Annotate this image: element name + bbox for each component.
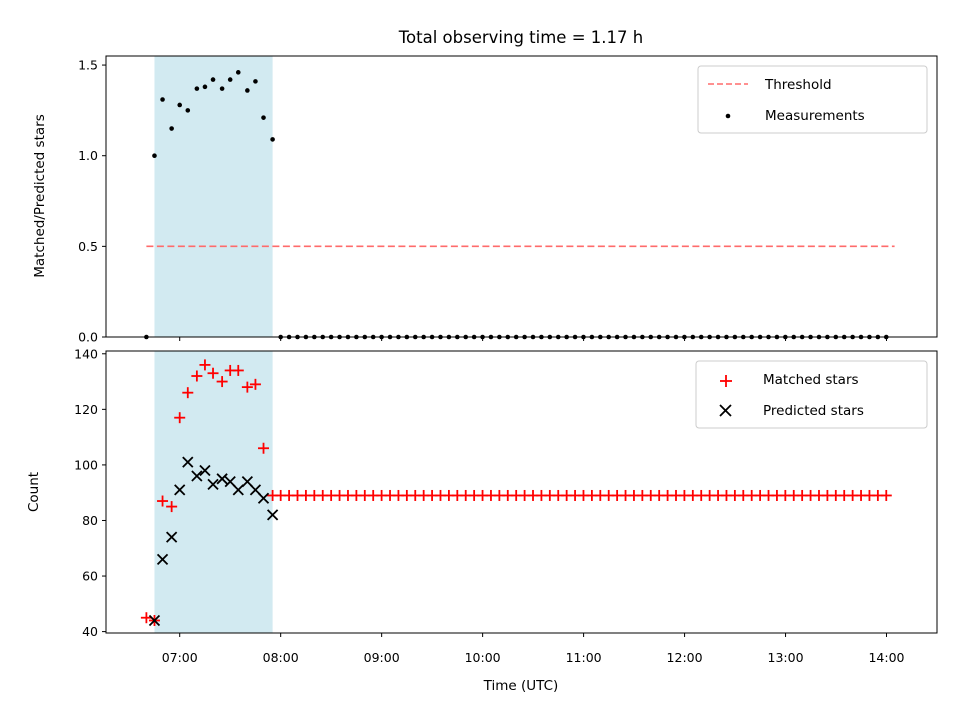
x-tick-label: 09:00 <box>364 650 400 665</box>
matched-star-point <box>174 412 186 424</box>
matched-star-point <box>191 370 203 382</box>
bottom-shaded-region <box>154 351 273 633</box>
matched-star-point <box>207 367 219 379</box>
predicted-star-point <box>207 478 219 490</box>
matched-star-point <box>182 387 194 399</box>
bottom-panel: 40 60 80 100 120 140 07:00 08:00 09:00 10:00 11:0… <box>26 346 938 694</box>
measurement-point <box>270 137 275 142</box>
top-y-axis-ticks: 0.0 0.5 1.0 1.5 <box>78 58 106 345</box>
matched-star-point <box>216 376 228 388</box>
matched-star-point <box>258 442 270 454</box>
top-shaded-band <box>154 56 273 337</box>
x-axis-label: Time (UTC) <box>483 678 559 694</box>
predicted-star-point <box>257 492 270 504</box>
predicted-stars-legend-label: Predicted stars <box>763 403 864 419</box>
predicted-star-point <box>174 484 186 496</box>
x-tick-label: 14:00 <box>868 650 904 665</box>
bottom-y-tick-label: 40 <box>82 624 98 639</box>
matched-star-point <box>140 612 152 624</box>
predicted-star-point <box>191 470 203 482</box>
top-y-axis-label: Matched/Predicted stars <box>32 114 48 277</box>
measurement-point <box>253 79 258 84</box>
bottom-y-tick-label: 100 <box>74 457 98 472</box>
top-shaded-region <box>154 56 273 337</box>
bottom-shaded-band <box>154 351 273 633</box>
matched-star-point <box>199 359 211 371</box>
matched-stars-legend-swatch <box>720 375 732 387</box>
matched-star-point <box>241 381 253 393</box>
x-tick-label: 10:00 <box>465 650 501 665</box>
measurements-legend-swatch <box>725 113 731 119</box>
top-y-tick-label: 1.5 <box>78 58 98 73</box>
measurement-point <box>202 84 208 90</box>
top-y-tick-label: 0.0 <box>78 330 98 345</box>
x-tick-label: 12:00 <box>667 650 703 665</box>
predicted-stars-series <box>148 456 279 627</box>
x-tick-label: 08:00 <box>263 650 299 665</box>
matched-star-point <box>232 364 244 376</box>
measurement-point <box>261 115 266 120</box>
predicted-star-point <box>199 464 211 477</box>
top-y-tick-label: 0.5 <box>78 239 98 254</box>
bottom-y-tick-label: 80 <box>82 513 98 528</box>
measurement-point <box>160 97 165 102</box>
x-tick-label: 07:00 <box>162 650 198 665</box>
top-panel: 0.0 0.5 1.0 1.5 Matched/Predicted stars Thr… <box>32 55 938 345</box>
measurements-legend-label: Measurements <box>765 108 865 124</box>
matched-stars-series <box>140 359 892 626</box>
threshold-legend-label: Threshold <box>764 77 832 93</box>
chart-title: Total observing time = 1.17 h <box>398 28 643 47</box>
predicted-star-point <box>148 614 161 627</box>
x-tick-label: 13:00 <box>768 650 804 665</box>
bottom-legend: Matched stars Predicted stars <box>695 360 928 429</box>
predicted-star-point <box>232 484 244 496</box>
predicted-star-point <box>165 531 178 543</box>
measurement-point <box>235 70 241 75</box>
measurement-point <box>219 86 225 91</box>
matched-star-point <box>249 378 261 390</box>
measurement-point <box>152 153 157 159</box>
measurement-point <box>210 77 216 82</box>
measurement-point <box>194 86 200 91</box>
bottom-y-tick-label: 60 <box>82 569 98 584</box>
bottom-plot-frame <box>105 350 938 634</box>
top-y-tick-label: 1.0 <box>78 148 98 163</box>
bottom-y-tick-label: 140 <box>74 346 98 361</box>
bottom-legend-box <box>695 360 928 429</box>
measurement-point <box>169 126 174 131</box>
matched-stars-legend-label: Matched stars <box>763 372 859 388</box>
matched-star-point <box>880 489 892 501</box>
bottom-x-axis-ticks: 07:00 08:00 09:00 10:00 11:00 12:00 13:00 14:00 <box>162 633 905 665</box>
bottom-y-tick-label: 120 <box>74 402 98 417</box>
predicted-star-point <box>156 553 169 566</box>
matched-star-point <box>166 501 178 513</box>
top-x-axis-ticks <box>179 337 888 341</box>
bottom-y-axis-ticks: 40 60 80 100 120 140 <box>74 346 106 639</box>
measurement-point <box>177 102 183 108</box>
matched-star-point <box>157 495 169 507</box>
predicted-star-point <box>216 473 228 485</box>
measurement-point <box>227 77 233 82</box>
measurement-point <box>245 88 250 93</box>
measurement-point <box>185 108 191 113</box>
top-legend-box <box>697 65 928 134</box>
x-tick-label: 11:00 <box>566 650 602 665</box>
predicted-stars-legend-swatch <box>719 404 732 417</box>
predicted-star-point <box>182 456 194 468</box>
bottom-y-axis-label: Count <box>26 472 42 512</box>
predicted-star-point <box>266 509 279 521</box>
top-plot-frame <box>105 55 938 338</box>
top-legend: Threshold Measurements <box>697 65 928 134</box>
